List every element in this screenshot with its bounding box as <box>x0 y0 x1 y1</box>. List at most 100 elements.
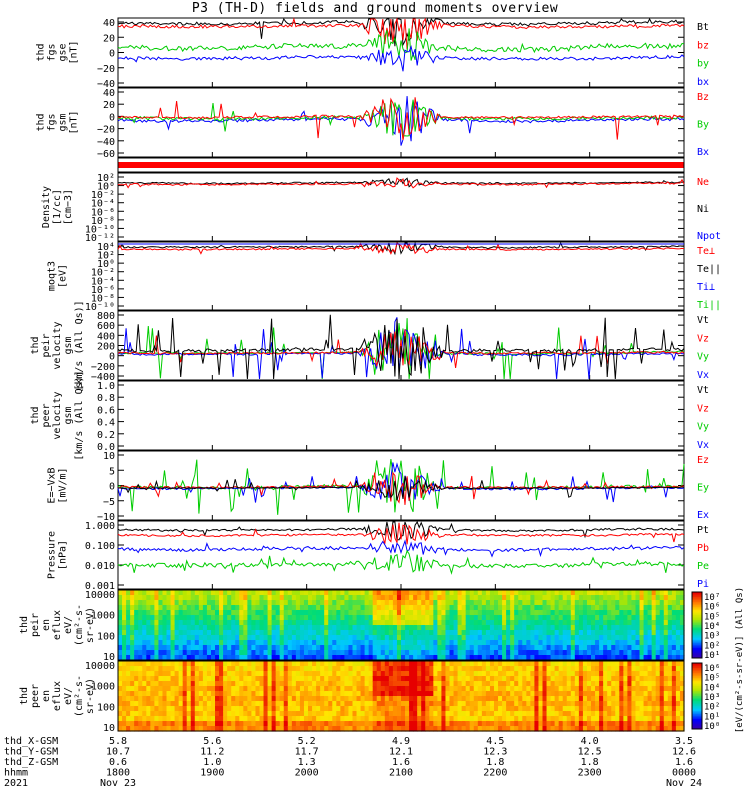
spectro-cell <box>409 671 414 677</box>
spectro-cell <box>360 676 366 682</box>
spectro-cell <box>651 630 657 636</box>
spectro-cell <box>142 676 147 682</box>
spectro-cell <box>130 681 135 687</box>
colorbar-tick-label: 10⁷ <box>704 593 720 603</box>
spectro-cell <box>401 706 406 712</box>
spectro-cell <box>405 671 410 677</box>
spectro-cell <box>498 686 503 692</box>
spectro-cell <box>663 696 669 702</box>
spectro-cell <box>215 655 220 661</box>
spectro-cell <box>655 610 661 616</box>
spectro-cell <box>413 640 418 646</box>
spectro-cell <box>554 590 560 596</box>
y-axis-label: [nT] <box>69 40 80 64</box>
y-tick-label: 10 <box>103 451 115 462</box>
spectro-cell <box>639 630 645 636</box>
spectro-cell <box>396 600 402 606</box>
spectro-cell <box>538 655 544 661</box>
spectro-cell <box>158 691 164 697</box>
spectro-cell <box>126 726 131 732</box>
spectro-cell <box>465 671 471 677</box>
spectro-cell <box>275 620 281 626</box>
spectro-cell <box>485 701 491 707</box>
spectro-cell <box>659 661 665 667</box>
spectro-cell <box>194 691 200 697</box>
spectro-cell <box>655 691 661 697</box>
spectro-cell <box>312 706 317 712</box>
spectro-cell <box>417 635 422 641</box>
spectro-cell <box>303 686 309 692</box>
spectro-cell <box>384 686 390 692</box>
spectro-cell <box>348 650 354 656</box>
spectro-cell <box>441 615 447 621</box>
spectro-cell <box>566 716 572 722</box>
spectro-cell <box>150 691 155 697</box>
spectro-cell <box>437 676 443 682</box>
spectro-cell <box>655 666 661 672</box>
spectro-cell <box>659 726 665 732</box>
spectro-cell <box>546 696 552 702</box>
legend-Ti||: Ti|| <box>697 300 721 311</box>
spectro-cell <box>324 640 329 646</box>
spectro-cell <box>255 640 261 646</box>
spectro-cell <box>409 605 414 611</box>
spectro-cell <box>263 691 269 697</box>
colorbar-cell <box>692 679 702 682</box>
spectro-cell <box>332 666 337 672</box>
y-tick-label: 600 <box>97 321 115 332</box>
spectro-cell <box>231 620 236 626</box>
spectro-cell <box>421 625 426 631</box>
spectro-cell <box>615 721 620 727</box>
spectro-cell <box>291 671 297 677</box>
spectro-cell <box>413 686 418 692</box>
spectro-cell <box>405 721 410 727</box>
spectro-cell <box>158 681 164 687</box>
spectro-cell <box>215 676 220 682</box>
spectro-cell <box>336 645 341 651</box>
spectro-cell <box>514 691 519 697</box>
spectro-cell <box>417 655 422 661</box>
spectro-cell <box>582 625 588 631</box>
spectro-cell <box>425 671 430 677</box>
spectro-cell <box>502 671 507 677</box>
spectro-cell <box>247 655 253 661</box>
spectro-cell <box>441 630 447 636</box>
spectro-cell <box>510 681 515 687</box>
spectro-cell <box>453 590 459 596</box>
spectro-cell <box>635 691 641 697</box>
colorbar-cell <box>692 618 702 621</box>
spectro-cell <box>514 605 519 611</box>
spectro-cell <box>130 610 135 616</box>
spectro-cell <box>473 610 479 616</box>
y-tick-label: 0.6 <box>97 405 115 416</box>
spectro-cell <box>340 721 345 727</box>
spectro-cell <box>413 650 418 656</box>
spectro-cell <box>210 671 216 677</box>
spectro-cell <box>316 630 321 636</box>
spectro-cell <box>283 711 289 717</box>
spectro-cell <box>388 615 394 621</box>
spectro-cell <box>271 686 277 692</box>
spectro-cell <box>360 666 366 672</box>
spectro-cell <box>146 610 151 616</box>
spectro-cell <box>457 630 463 636</box>
footer-value: 1.3 <box>298 757 316 768</box>
spectro-cell <box>453 691 459 697</box>
spectro-cell <box>215 696 220 702</box>
spectro-cell <box>166 650 172 656</box>
spectro-cell <box>639 620 645 626</box>
spectro-cell <box>526 620 531 626</box>
spectro-cell <box>655 655 661 661</box>
spectro-cell <box>591 650 596 656</box>
colorbar-tick-label: 10⁶ <box>704 664 720 674</box>
spectro-cell <box>485 666 491 672</box>
spectro-cell <box>586 595 592 601</box>
y-tick-label: 10⁻¹² <box>85 233 115 244</box>
spectro-cell <box>433 610 438 616</box>
spectro-cell <box>631 666 637 672</box>
legend-Te⊥: Te⊥ <box>697 246 715 257</box>
spectro-cell <box>384 701 390 707</box>
spectro-cell <box>659 630 665 636</box>
spectro-cell <box>118 615 123 621</box>
spectro-cell <box>251 605 257 611</box>
